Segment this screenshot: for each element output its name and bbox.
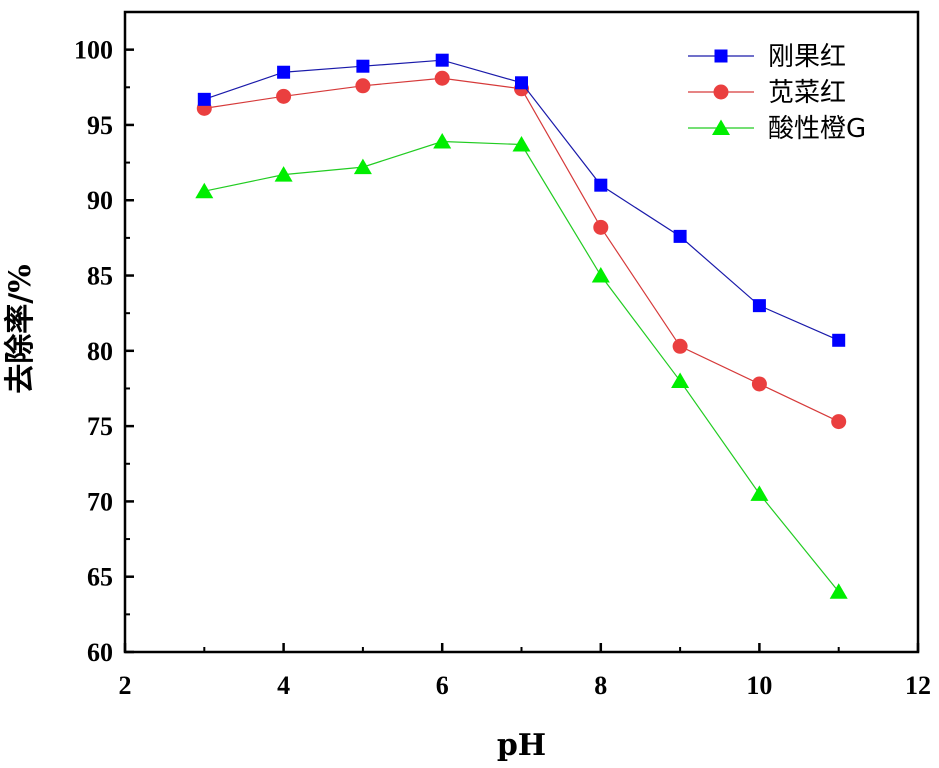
data-point (752, 299, 766, 313)
data-point (593, 219, 609, 235)
data-point (512, 136, 531, 152)
data-point (832, 333, 846, 347)
data-point (274, 166, 293, 182)
series-triangle (195, 133, 848, 599)
y-tick-label: 80 (87, 337, 113, 366)
series-square (197, 53, 846, 347)
x-tick-label: 6 (436, 671, 449, 700)
legend-label: 苋菜红 (768, 78, 846, 108)
data-point (353, 158, 372, 175)
data-point (356, 59, 370, 73)
data-point (591, 267, 610, 283)
series-line (204, 140, 840, 593)
x-tick-label: 8 (594, 671, 607, 700)
data-point (751, 376, 767, 392)
tick-labels: 2 4 6 8 10 12 60 65 70 75 80 85 90 95 100 (74, 36, 931, 700)
data-point (433, 133, 452, 149)
series-line (204, 77, 839, 423)
data-point (594, 178, 608, 192)
y-tick-label: 60 (87, 638, 113, 667)
legend-item: 苋菜红 (688, 78, 846, 108)
y-tick-label: 100 (74, 36, 113, 65)
series-circle (196, 70, 847, 430)
data-point (277, 65, 291, 79)
data-point (671, 372, 690, 388)
data-point (515, 76, 528, 90)
y-tick-label: 70 (87, 487, 113, 516)
data-point (829, 583, 848, 599)
data-point (276, 88, 292, 104)
data-point (750, 485, 769, 501)
data-point (435, 53, 449, 67)
legend-item: 酸性橙G (688, 114, 866, 144)
legend-marker (712, 119, 730, 135)
data-point (434, 70, 450, 86)
y-axis-title: 去除率/% (3, 264, 38, 393)
y-tick-label: 90 (87, 186, 113, 215)
legend-marker (713, 84, 729, 100)
data-point (831, 414, 847, 430)
data-point (672, 338, 688, 354)
series-line (204, 59, 839, 341)
legend-label: 酸性橙G (768, 114, 866, 144)
y-tick-label: 75 (87, 412, 113, 441)
y-tick-label: 85 (87, 262, 113, 291)
ticks-layer (123, 11, 920, 654)
x-tick-label: 4 (277, 671, 290, 700)
series-layer (195, 53, 848, 599)
legend-item: 刚果红 (688, 42, 846, 72)
data-point (673, 229, 687, 243)
x-tick-label: 10 (746, 671, 772, 700)
x-axis-title: pH (497, 728, 546, 763)
plot-frame (123, 10, 920, 654)
y-tick-label: 95 (87, 111, 113, 140)
y-tick-label: 65 (87, 563, 113, 592)
data-point (355, 78, 371, 94)
x-tick-label: 12 (905, 671, 931, 700)
data-point (195, 182, 214, 199)
data-point (197, 92, 211, 106)
x-tick-label: 2 (119, 671, 132, 700)
legend-label: 刚果红 (768, 42, 846, 72)
legend-marker (714, 49, 728, 63)
